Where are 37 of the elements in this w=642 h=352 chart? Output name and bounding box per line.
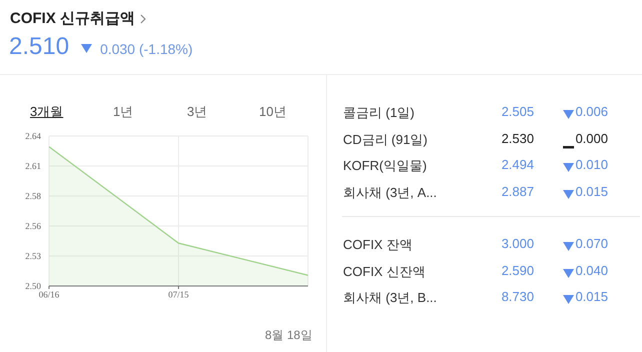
category-label: 콜금리 (1일) <box>343 104 414 122</box>
text: 3년 <box>187 103 208 121</box>
category-label: 회사채 (3년, A... <box>343 184 437 202</box>
y-tick-label: 2.56 <box>25 221 42 232</box>
x-tick-label: 07/15 <box>168 289 190 300</box>
y-tick-label: 2.61 <box>25 161 41 172</box>
data-label: 0.040 <box>575 262 608 278</box>
y-tick-label: 2.50 <box>25 281 42 292</box>
text: 0.030 (-1.18%) <box>100 41 193 57</box>
data-label: 2.590 <box>501 262 534 278</box>
data-label: 2.494 <box>501 157 534 172</box>
data-label: 2.505 <box>501 104 534 119</box>
data-label: 8.730 <box>501 289 534 304</box>
data-label: 2.887 <box>501 184 534 199</box>
data-label: 0.015 <box>575 289 608 304</box>
category-label: COFIX 신잔액 <box>343 262 426 281</box>
data-label: 0.000 <box>575 130 608 146</box>
x-tick-label: 06/16 <box>38 289 60 300</box>
text: 3개월 <box>30 103 64 121</box>
y-tick-label: 2.64 <box>25 131 42 142</box>
chart-title: COFIX 신규취급액 <box>10 9 136 28</box>
y-tick-label: 2.58 <box>25 191 42 202</box>
y-tick-label: 2.53 <box>25 251 42 262</box>
text: 8월 18일 <box>265 327 312 344</box>
text: 1년 <box>113 103 134 121</box>
data-label: 0.010 <box>575 157 608 172</box>
data-label: 3.000 <box>501 236 534 251</box>
data-label: 2.530 <box>501 130 534 146</box>
data-label: 0.015 <box>575 184 608 199</box>
text: 10년 <box>259 103 286 121</box>
category-label: CD금리 (91일) <box>343 130 428 149</box>
data-label: 0.070 <box>575 236 608 251</box>
category-label: KOFR(익일물) <box>343 157 427 176</box>
category-label: 회사채 (3년, B... <box>343 289 437 308</box>
data-label: 0.006 <box>575 104 608 119</box>
text: 2.510 <box>9 33 70 61</box>
category-label: COFIX 잔액 <box>343 236 412 254</box>
